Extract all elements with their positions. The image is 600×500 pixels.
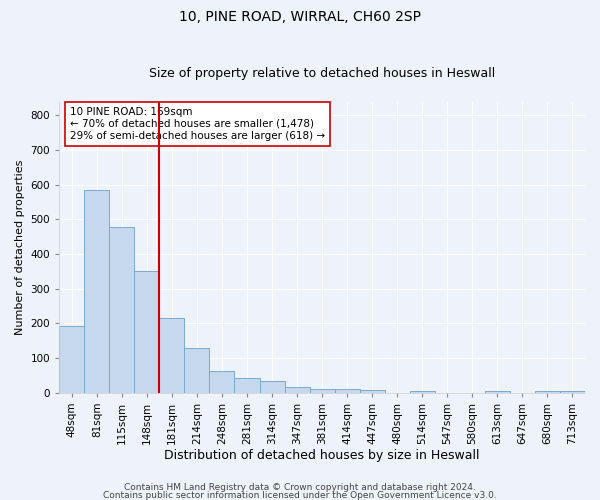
Bar xyxy=(335,388,359,393)
Text: 10, PINE ROAD, WIRRAL, CH60 2SP: 10, PINE ROAD, WIRRAL, CH60 2SP xyxy=(179,10,421,24)
Bar xyxy=(410,391,435,393)
Bar xyxy=(535,391,560,393)
Text: Contains HM Land Registry data © Crown copyright and database right 2024.: Contains HM Land Registry data © Crown c… xyxy=(124,484,476,492)
Bar xyxy=(485,391,510,393)
Bar xyxy=(235,378,260,393)
Bar xyxy=(260,380,284,393)
Text: Contains public sector information licensed under the Open Government Licence v3: Contains public sector information licen… xyxy=(103,490,497,500)
Y-axis label: Number of detached properties: Number of detached properties xyxy=(15,160,25,335)
Bar xyxy=(284,386,310,393)
Bar xyxy=(84,190,109,393)
Bar xyxy=(59,326,84,393)
Bar xyxy=(109,227,134,393)
X-axis label: Distribution of detached houses by size in Heswall: Distribution of detached houses by size … xyxy=(164,450,480,462)
Bar xyxy=(359,390,385,393)
Bar xyxy=(134,270,160,393)
Title: Size of property relative to detached houses in Heswall: Size of property relative to detached ho… xyxy=(149,66,495,80)
Bar xyxy=(209,371,235,393)
Bar xyxy=(560,391,585,393)
Text: 10 PINE ROAD: 169sqm
← 70% of detached houses are smaller (1,478)
29% of semi-de: 10 PINE ROAD: 169sqm ← 70% of detached h… xyxy=(70,108,325,140)
Bar xyxy=(184,348,209,393)
Bar xyxy=(160,318,184,393)
Bar xyxy=(310,388,335,393)
